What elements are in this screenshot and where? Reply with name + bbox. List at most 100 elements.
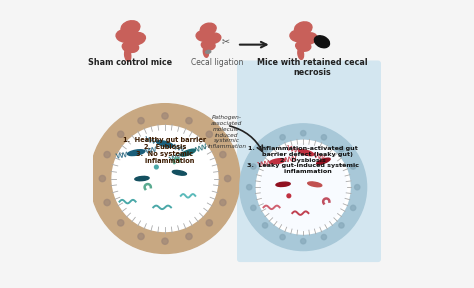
Ellipse shape xyxy=(135,177,149,181)
Ellipse shape xyxy=(173,170,186,175)
Circle shape xyxy=(112,126,218,232)
Circle shape xyxy=(220,151,226,158)
Circle shape xyxy=(116,130,214,228)
Polygon shape xyxy=(291,126,315,143)
Ellipse shape xyxy=(299,149,314,156)
Ellipse shape xyxy=(300,33,317,44)
Circle shape xyxy=(155,165,158,169)
Polygon shape xyxy=(125,107,155,136)
Text: 1.  Healthy gut barrier
2.  Eubiosis
3.  No systemic
    inflammation: 1. Healthy gut barrier 2. Eubiosis 3. No… xyxy=(123,137,207,164)
Circle shape xyxy=(104,199,110,206)
Circle shape xyxy=(355,185,360,190)
Ellipse shape xyxy=(127,33,146,45)
Circle shape xyxy=(90,104,240,253)
Polygon shape xyxy=(215,164,237,193)
Polygon shape xyxy=(312,225,337,247)
Text: Cecal ligation: Cecal ligation xyxy=(191,58,243,67)
Polygon shape xyxy=(151,106,179,128)
Ellipse shape xyxy=(201,41,215,50)
Polygon shape xyxy=(252,136,278,162)
Text: Mice with retained cecal
necrosis: Mice with retained cecal necrosis xyxy=(256,58,367,77)
Ellipse shape xyxy=(308,182,322,187)
Polygon shape xyxy=(328,213,355,238)
Polygon shape xyxy=(151,229,179,251)
Ellipse shape xyxy=(296,41,311,51)
Circle shape xyxy=(301,238,306,244)
Ellipse shape xyxy=(122,41,138,52)
Circle shape xyxy=(263,146,268,152)
Ellipse shape xyxy=(128,150,145,156)
Polygon shape xyxy=(243,196,265,221)
Polygon shape xyxy=(94,189,122,219)
Ellipse shape xyxy=(317,158,330,164)
Ellipse shape xyxy=(290,30,306,42)
Circle shape xyxy=(246,185,252,190)
Ellipse shape xyxy=(125,49,131,61)
Circle shape xyxy=(251,205,256,211)
Circle shape xyxy=(287,194,291,198)
Text: Pathogen-
associated
molecule-
induced
systemic
inflammation: Pathogen- associated molecule- induced s… xyxy=(207,115,246,149)
Ellipse shape xyxy=(276,182,290,186)
Polygon shape xyxy=(312,127,337,149)
Ellipse shape xyxy=(205,33,221,43)
Polygon shape xyxy=(193,118,226,150)
Polygon shape xyxy=(208,189,236,219)
Circle shape xyxy=(339,146,344,152)
Circle shape xyxy=(251,164,256,169)
Circle shape xyxy=(206,131,212,137)
Circle shape xyxy=(206,220,212,226)
Circle shape xyxy=(162,238,168,244)
Polygon shape xyxy=(348,175,365,199)
Circle shape xyxy=(263,223,268,228)
Circle shape xyxy=(350,164,356,169)
Circle shape xyxy=(240,124,366,251)
Polygon shape xyxy=(208,138,236,168)
Circle shape xyxy=(350,205,356,211)
Ellipse shape xyxy=(203,47,209,57)
Circle shape xyxy=(186,118,192,124)
Polygon shape xyxy=(175,107,205,136)
Circle shape xyxy=(225,175,231,182)
Circle shape xyxy=(280,234,285,240)
Ellipse shape xyxy=(156,141,173,147)
Circle shape xyxy=(99,175,106,182)
Circle shape xyxy=(104,151,110,158)
Polygon shape xyxy=(341,196,364,221)
Polygon shape xyxy=(193,207,226,239)
Ellipse shape xyxy=(121,21,140,35)
Polygon shape xyxy=(328,136,355,162)
Circle shape xyxy=(138,233,144,240)
Circle shape xyxy=(321,135,327,140)
Circle shape xyxy=(256,140,350,234)
Ellipse shape xyxy=(116,30,134,42)
Circle shape xyxy=(118,220,124,226)
Circle shape xyxy=(280,135,285,140)
Ellipse shape xyxy=(270,159,285,164)
Circle shape xyxy=(321,234,327,240)
Circle shape xyxy=(220,199,226,206)
Circle shape xyxy=(301,130,306,136)
Text: ✂: ✂ xyxy=(221,37,229,47)
Ellipse shape xyxy=(181,149,195,156)
Polygon shape xyxy=(269,127,294,149)
Polygon shape xyxy=(125,221,155,250)
Ellipse shape xyxy=(196,31,211,41)
Polygon shape xyxy=(105,207,137,239)
Text: Sham control mice: Sham control mice xyxy=(88,58,173,67)
Circle shape xyxy=(186,233,192,240)
Circle shape xyxy=(260,144,346,230)
Ellipse shape xyxy=(298,48,303,59)
Polygon shape xyxy=(92,164,115,193)
Ellipse shape xyxy=(201,23,216,35)
Polygon shape xyxy=(175,221,205,250)
Circle shape xyxy=(339,223,344,228)
Circle shape xyxy=(118,131,124,137)
Text: 1.  Inflammation-activated gut
    barrier defect (leaky gut)
2.  Dysbiosis
3.  : 1. Inflammation-activated gut barrier de… xyxy=(247,146,359,174)
Polygon shape xyxy=(94,138,122,168)
Polygon shape xyxy=(269,225,294,247)
Ellipse shape xyxy=(294,22,312,35)
Ellipse shape xyxy=(314,36,329,48)
Ellipse shape xyxy=(206,50,211,53)
Polygon shape xyxy=(105,118,137,150)
Circle shape xyxy=(162,113,168,119)
